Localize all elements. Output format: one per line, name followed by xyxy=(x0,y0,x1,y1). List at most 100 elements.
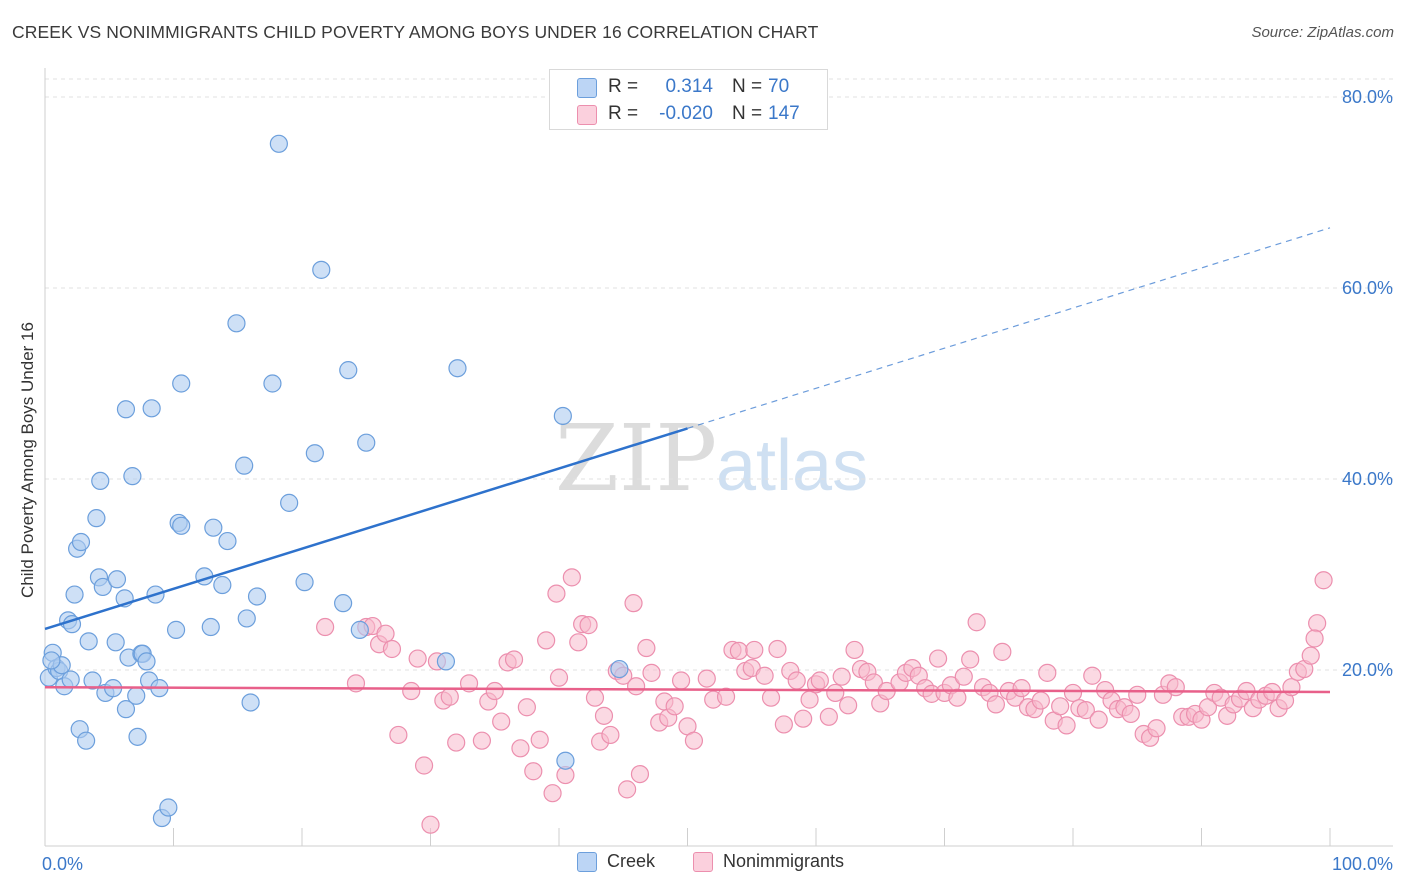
nonimmigrants-point xyxy=(316,617,335,637)
creek-point xyxy=(213,575,232,595)
nonimmigrants-point xyxy=(1147,719,1166,738)
creek-point xyxy=(436,652,456,671)
creek-point xyxy=(142,399,161,418)
creek-point xyxy=(553,406,572,426)
creek-point xyxy=(305,444,324,463)
nonimmigrants-point xyxy=(1314,571,1333,590)
creek-point xyxy=(172,374,191,393)
creek-point xyxy=(79,632,98,651)
nonimmigrants-point xyxy=(447,733,466,752)
nonimmigrants-point xyxy=(421,815,440,834)
creek-point xyxy=(93,577,112,597)
nonimmigrants-point xyxy=(642,663,661,682)
x-tick-label: 0.0% xyxy=(42,854,83,874)
nonimmigrants-point xyxy=(511,739,530,758)
nonimmigrants-point xyxy=(684,731,704,750)
nonimmigrants-swatch xyxy=(577,105,597,125)
creek-point xyxy=(218,531,237,551)
nonimmigrants-trend-line xyxy=(44,685,1331,694)
creek-trend-line xyxy=(44,427,688,631)
nonimmigrants-point xyxy=(794,709,813,728)
nonimmigrants-point xyxy=(382,639,402,659)
nonimmigrants-point xyxy=(585,688,605,707)
creek-point xyxy=(201,617,220,637)
creek-point xyxy=(116,400,136,419)
nonimmigrants-point xyxy=(729,641,749,661)
creek-trend-extension xyxy=(687,227,1331,429)
correlation-legend: R = 0.314 N = 70 R = -0.020 N = 147 xyxy=(549,69,828,130)
creek-point xyxy=(159,798,178,817)
creek-point xyxy=(65,585,84,604)
creek-point xyxy=(448,359,467,378)
nonimmigrants-point xyxy=(618,780,637,799)
nonimmigrants-point xyxy=(530,730,549,749)
nonimmigrants-point xyxy=(504,650,524,669)
nonimmigrants-point xyxy=(845,640,864,660)
nonimmigrants-point xyxy=(624,594,643,613)
creek-point xyxy=(312,260,331,279)
chart-source: Source: ZipAtlas.com xyxy=(1251,24,1394,41)
n-label: N = xyxy=(732,76,763,97)
watermark-zip: ZIP xyxy=(555,405,717,512)
nonimmigrants-point xyxy=(1128,685,1147,704)
nonimmigrants-legend-swatch xyxy=(693,851,713,872)
nonimmigrants-point xyxy=(626,677,646,696)
creek-point xyxy=(235,456,254,475)
creek-point xyxy=(204,518,223,537)
nonimmigrants-point xyxy=(1282,678,1301,697)
nonimmigrants-point xyxy=(517,698,536,717)
nonimmigrants-point xyxy=(472,731,491,750)
creek-point xyxy=(241,693,260,712)
nonimmigrants-point xyxy=(524,762,543,781)
n-value: 147 xyxy=(768,103,800,124)
creek-point xyxy=(91,471,110,491)
chart-title: CREEK VS NONIMMIGRANTS CHILD POVERTY AMO… xyxy=(12,22,819,42)
nonimmigrants-point xyxy=(665,697,684,716)
nonimmigrants-point xyxy=(755,666,774,685)
nonimmigrants-point xyxy=(1012,679,1031,698)
legend-item-nonimmigrants: Nonimmigrants xyxy=(693,851,844,872)
nonimmigrants-point xyxy=(819,707,838,726)
creek-point xyxy=(172,516,191,535)
nonimmigrants-point xyxy=(537,631,556,650)
nonimmigrants-point xyxy=(1057,716,1076,735)
y-tick-label: 20.0% xyxy=(1342,660,1393,680)
nonimmigrants-point xyxy=(961,650,980,669)
nonimmigrants-point xyxy=(543,784,562,803)
nonimmigrants-point xyxy=(967,613,986,632)
creek-point xyxy=(227,314,246,333)
creek-point xyxy=(237,609,256,628)
creek-point xyxy=(61,670,80,689)
creek-point xyxy=(556,751,575,770)
nonimmigrants-point xyxy=(1076,701,1095,720)
nonimmigrants-point xyxy=(1063,683,1083,703)
nonimmigrants-point xyxy=(547,584,566,603)
creek-legend-swatch xyxy=(577,851,597,872)
nonimmigrants-point xyxy=(928,649,948,668)
creek-point xyxy=(71,532,91,552)
nonimmigrants-point xyxy=(1038,663,1057,682)
nonimmigrants-point xyxy=(1308,614,1327,633)
creek-point xyxy=(87,509,106,528)
nonimmigrants-point xyxy=(800,690,819,709)
nonimmigrants-point xyxy=(993,642,1012,661)
nonimmigrants-point xyxy=(1089,710,1108,729)
creek-swatch xyxy=(577,78,597,98)
creek-point xyxy=(137,652,156,671)
nonimmigrants-point xyxy=(839,696,858,715)
nonimmigrants-point xyxy=(601,725,620,745)
n-label: N = xyxy=(732,103,763,124)
y-tick-label: 40.0% xyxy=(1342,469,1393,489)
legend-label-creek: Creek xyxy=(607,851,656,871)
nonimmigrants-point xyxy=(1083,666,1102,685)
nonimmigrants-point xyxy=(1051,697,1070,716)
creek-point xyxy=(116,700,136,719)
y-tick-label: 80.0% xyxy=(1342,87,1393,107)
creek-point xyxy=(350,620,369,639)
creek-point xyxy=(263,374,282,393)
nonimmigrants-point xyxy=(569,633,588,652)
nonimmigrants-point xyxy=(485,681,504,701)
nonimmigrants-point xyxy=(376,624,395,643)
creek-point xyxy=(357,433,376,452)
nonimmigrants-point xyxy=(716,687,736,706)
